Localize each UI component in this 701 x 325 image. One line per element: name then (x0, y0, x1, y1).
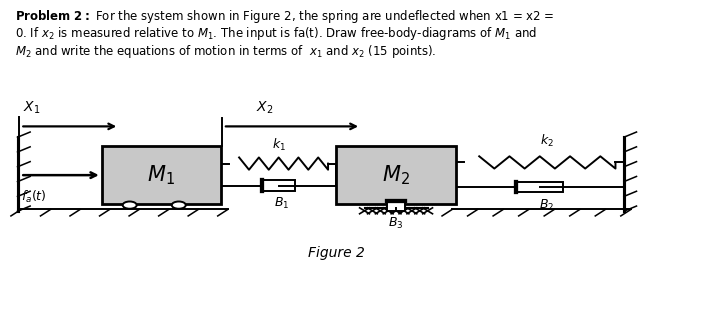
Bar (262, 180, 295, 190)
Bar (387, 201, 405, 211)
Text: $B_1$: $B_1$ (275, 196, 290, 212)
Text: $\mathbf{Problem\ 2:}$ For the system shown in Figure 2, the spring are undeflec: $\mathbf{Problem\ 2:}$ For the system sh… (15, 8, 555, 25)
Text: $M_1$: $M_1$ (147, 163, 175, 187)
Bar (102, 146, 221, 204)
Text: $f_a(t)$: $f_a(t)$ (21, 189, 47, 205)
Text: $X_1$: $X_1$ (23, 100, 40, 116)
Text: Figure 2: Figure 2 (308, 246, 365, 260)
Bar (516, 182, 564, 192)
Bar (336, 146, 456, 204)
Text: $M_2$: $M_2$ (382, 163, 410, 187)
Text: $X_2$: $X_2$ (256, 100, 273, 116)
Text: $B_3$: $B_3$ (388, 215, 404, 231)
Text: $k_1$: $k_1$ (272, 136, 285, 153)
Text: $B_2$: $B_2$ (539, 198, 554, 213)
Text: 0. If $x_2$ is measured relative to $M_1$. The input is fa(t). Draw free-body-di: 0. If $x_2$ is measured relative to $M_1… (15, 25, 538, 42)
Text: $k_2$: $k_2$ (540, 133, 554, 149)
Text: $M_2$ and write the equations of motion in terms of  $x_1$ and $x_2$ (15 points): $M_2$ and write the equations of motion … (15, 43, 437, 59)
Circle shape (123, 202, 137, 209)
Circle shape (172, 202, 186, 209)
